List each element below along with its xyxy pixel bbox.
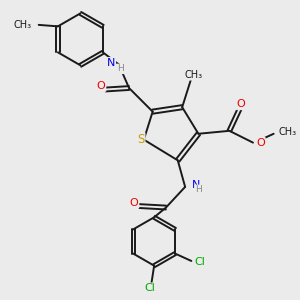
Text: O: O (256, 138, 265, 148)
Text: N: N (107, 58, 115, 68)
Text: O: O (97, 81, 105, 91)
Text: H: H (117, 64, 124, 73)
Text: S: S (137, 133, 145, 146)
Text: CH₃: CH₃ (278, 127, 296, 137)
Text: CH₃: CH₃ (13, 20, 31, 30)
Text: O: O (237, 99, 246, 109)
Text: Cl: Cl (144, 284, 155, 293)
Text: N: N (192, 179, 200, 190)
Text: CH₃: CH₃ (185, 70, 203, 80)
Text: O: O (130, 197, 139, 208)
Text: Cl: Cl (195, 257, 206, 267)
Text: H: H (195, 185, 202, 194)
